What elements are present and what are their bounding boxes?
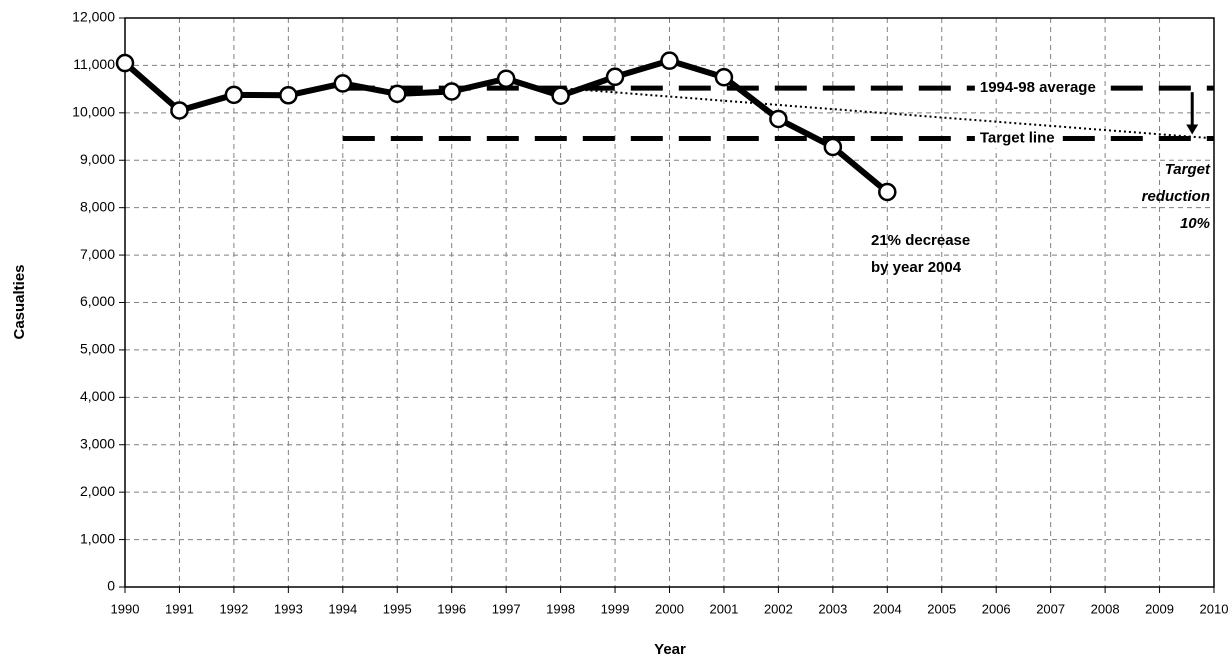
reference-label: Target line — [980, 129, 1055, 146]
annotation: by year 2004 — [871, 259, 962, 276]
x-tick-label: 1995 — [383, 601, 412, 616]
label-background — [974, 127, 1060, 149]
data-point — [388, 84, 407, 104]
data-point — [279, 86, 298, 105]
y-tick-label: 7,000 — [80, 246, 115, 262]
x-tick-label: 1990 — [111, 601, 140, 616]
y-tick-label: 10,000 — [72, 104, 115, 120]
annotation: reduction — [1142, 188, 1210, 205]
x-tick-label: 1992 — [219, 601, 248, 616]
data-point — [551, 86, 570, 106]
annotation: 21% decrease — [871, 232, 970, 249]
x-tick-label: 1998 — [546, 601, 575, 616]
y-tick-label: 3,000 — [80, 435, 115, 451]
x-tick-label: 2004 — [873, 601, 902, 616]
data-point — [224, 85, 244, 105]
trend-line — [560, 87, 1215, 140]
data-point — [442, 82, 461, 101]
y-tick-label: 11,000 — [73, 56, 115, 72]
data-point — [823, 137, 843, 157]
y-tick-label: 5,000 — [80, 341, 115, 357]
data-point — [769, 109, 788, 129]
data-point — [878, 182, 897, 202]
x-tick-label: 1993 — [274, 601, 303, 616]
x-axis-title: Year — [654, 641, 686, 658]
data-point — [605, 67, 625, 87]
y-tick-label: 9,000 — [80, 151, 115, 167]
data-point — [170, 101, 189, 120]
x-tick-label: 1997 — [492, 601, 521, 616]
y-axis-title: Casualties — [11, 264, 28, 339]
annotation: Target — [1165, 161, 1211, 178]
x-tick-label: 1991 — [165, 601, 194, 616]
data-point — [714, 68, 734, 87]
x-tick-label: 2009 — [1145, 601, 1174, 616]
y-tick-label: 4,000 — [80, 388, 115, 404]
y-tick-label: 12,000 — [72, 9, 115, 25]
data-point — [333, 74, 353, 93]
x-tick-label: 1996 — [437, 601, 466, 616]
x-tick-label: 2005 — [927, 601, 956, 616]
y-tick-label: 1,000 — [80, 530, 115, 546]
y-tick-label: 6,000 — [80, 293, 115, 309]
plot-border — [124, 17, 1215, 588]
y-tick-label: 0 — [107, 578, 115, 594]
x-tick-label: 2008 — [1091, 601, 1120, 616]
data-point — [496, 69, 516, 88]
y-tick-label: 8,000 — [80, 198, 115, 214]
data-point — [115, 53, 135, 73]
x-tick-label: 2010 — [1200, 601, 1229, 616]
x-tick-label: 2002 — [764, 601, 793, 616]
x-tick-label: 1994 — [328, 601, 357, 616]
reference-label: 1994-98 average — [980, 79, 1096, 96]
annotation: 10% — [1180, 215, 1210, 232]
x-tick-label: 2000 — [655, 601, 684, 616]
x-tick-label: 2003 — [818, 601, 847, 616]
y-tick-label: 2,000 — [80, 483, 115, 499]
x-tick-label: 2007 — [1036, 601, 1065, 616]
x-tick-label: 1999 — [601, 601, 630, 616]
x-tick-label: 2006 — [982, 601, 1011, 616]
arrow-head — [1186, 124, 1199, 135]
data-point — [660, 51, 679, 70]
x-tick-label: 2001 — [709, 601, 738, 616]
label-background — [974, 77, 1101, 99]
